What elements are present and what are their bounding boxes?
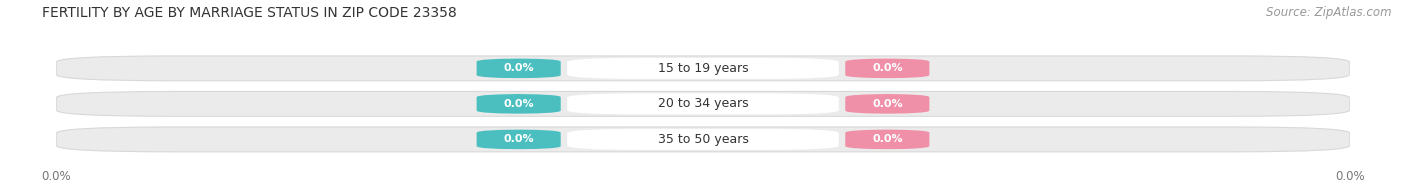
- FancyBboxPatch shape: [56, 56, 1350, 81]
- FancyBboxPatch shape: [567, 93, 839, 114]
- FancyBboxPatch shape: [56, 127, 1350, 152]
- FancyBboxPatch shape: [477, 130, 561, 149]
- FancyBboxPatch shape: [477, 94, 561, 114]
- Text: 20 to 34 years: 20 to 34 years: [658, 97, 748, 110]
- FancyBboxPatch shape: [477, 58, 561, 78]
- Text: 0.0%: 0.0%: [872, 134, 903, 144]
- Text: 0.0%: 0.0%: [503, 134, 534, 144]
- Text: 35 to 50 years: 35 to 50 years: [658, 133, 748, 146]
- FancyBboxPatch shape: [567, 58, 839, 79]
- Text: 0.0%: 0.0%: [503, 99, 534, 109]
- Text: Source: ZipAtlas.com: Source: ZipAtlas.com: [1267, 6, 1392, 19]
- Text: 15 to 19 years: 15 to 19 years: [658, 62, 748, 75]
- FancyBboxPatch shape: [845, 130, 929, 149]
- FancyBboxPatch shape: [845, 58, 929, 78]
- FancyBboxPatch shape: [567, 129, 839, 150]
- Text: 0.0%: 0.0%: [872, 63, 903, 73]
- FancyBboxPatch shape: [56, 92, 1350, 116]
- Text: 0.0%: 0.0%: [503, 63, 534, 73]
- Text: 0.0%: 0.0%: [872, 99, 903, 109]
- Text: FERTILITY BY AGE BY MARRIAGE STATUS IN ZIP CODE 23358: FERTILITY BY AGE BY MARRIAGE STATUS IN Z…: [42, 6, 457, 20]
- FancyBboxPatch shape: [845, 94, 929, 114]
